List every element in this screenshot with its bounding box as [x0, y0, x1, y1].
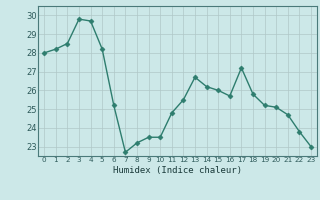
- X-axis label: Humidex (Indice chaleur): Humidex (Indice chaleur): [113, 166, 242, 175]
